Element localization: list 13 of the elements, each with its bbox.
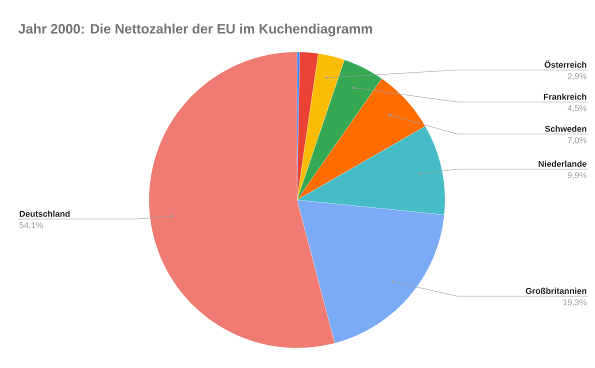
- slice-label: Niederlande: [538, 160, 587, 167]
- slice-label: Frankreich: [544, 94, 586, 100]
- slice-label: Österreich: [544, 60, 586, 68]
- data-label: 7,0%: [568, 137, 587, 144]
- data-label: 2,9%: [568, 73, 587, 80]
- data-label: 19,3%: [563, 299, 587, 306]
- slice-label: Schweden: [545, 126, 586, 132]
- slice-label: Großbritannien: [526, 288, 586, 294]
- chart-title: Jahr 2000: Die Nettozahler der EU im Kuchendiagramm: [18, 24, 372, 36]
- slice-label: Deutschland: [20, 210, 70, 217]
- data-label: 4,5%: [568, 105, 587, 112]
- data-label: 54,1%: [20, 222, 44, 230]
- data-label: 9,9%: [568, 172, 587, 180]
